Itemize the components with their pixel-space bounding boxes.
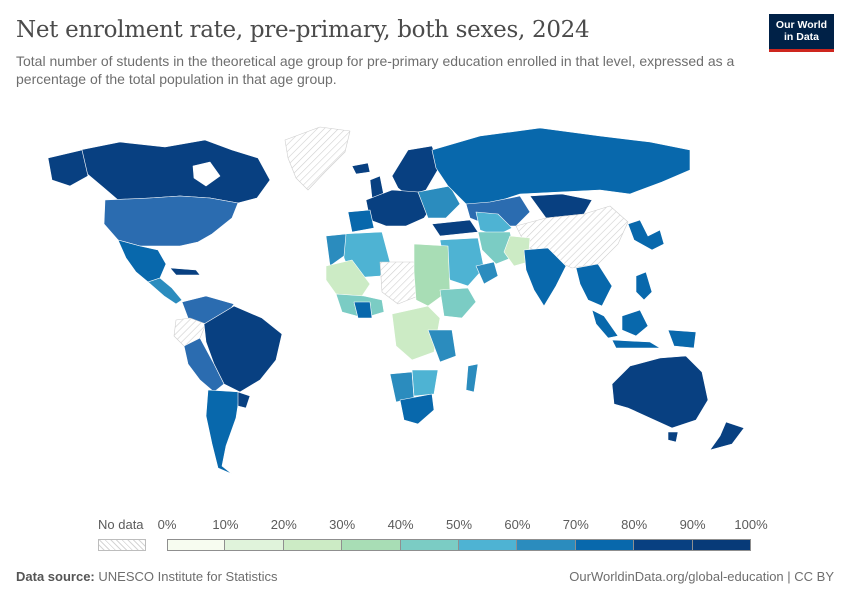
central-africa[interactable]	[391, 305, 441, 361]
data-source-value: UNESCO Institute for Statistics	[98, 569, 278, 584]
alaska[interactable]	[47, 149, 89, 187]
chart-subtitle: Total number of students in the theoreti…	[16, 53, 735, 87]
oman-uae[interactable]	[475, 261, 499, 285]
legend-tick-label: 60%	[504, 517, 531, 532]
russia[interactable]	[431, 127, 691, 205]
uruguay[interactable]	[237, 391, 251, 409]
legend-tick-label: 100%	[734, 517, 768, 532]
legend-bin-8[interactable]	[634, 539, 693, 551]
turkey[interactable]	[431, 219, 479, 237]
legend-tick-label: 10%	[212, 517, 239, 532]
tasmania[interactable]	[667, 431, 679, 443]
south-africa[interactable]	[399, 393, 435, 425]
legend-bin-3[interactable]	[342, 539, 401, 551]
legend-bin-4[interactable]	[400, 539, 459, 551]
australia[interactable]	[611, 355, 709, 429]
eastern-europe[interactable]	[417, 185, 461, 219]
morocco[interactable]	[325, 233, 347, 267]
iceland[interactable]	[351, 162, 371, 175]
madagascar[interactable]	[465, 363, 479, 393]
indonesia[interactable]	[621, 309, 649, 337]
ethiopia-horn[interactable]	[439, 287, 477, 319]
logo-line-1: Our World	[775, 19, 828, 31]
logo-line-2: in Data	[783, 31, 819, 43]
legend-tick-label: 70%	[562, 517, 589, 532]
new-zealand[interactable]	[709, 421, 745, 451]
legend-tick-label: 50%	[445, 517, 473, 532]
legend-bin-1[interactable]	[225, 539, 284, 551]
source-url[interactable]: OurWorldinData.org/global-education | CC…	[569, 569, 834, 584]
hudson-bay	[192, 161, 221, 187]
new-guinea[interactable]	[667, 329, 697, 349]
owid-logo[interactable]: Our World in Data	[769, 14, 834, 52]
western-europe[interactable]	[365, 189, 435, 227]
legend-tick-label: 30%	[329, 517, 356, 532]
sumatra[interactable]	[591, 309, 619, 339]
legend-tick-label: 80%	[621, 517, 648, 532]
world-map[interactable]	[0, 100, 850, 505]
data-source: Data source: UNESCO Institute for Statis…	[16, 569, 278, 584]
cuba[interactable]	[169, 267, 201, 276]
legend-tick-label: 20%	[270, 517, 297, 532]
mexico[interactable]	[117, 239, 167, 283]
iberia[interactable]	[347, 209, 375, 233]
no-data-swatch[interactable]	[98, 539, 146, 551]
southern-africa-west[interactable]	[389, 371, 415, 403]
brazil[interactable]	[203, 305, 283, 393]
argentina-chile[interactable]	[205, 389, 241, 475]
afghanistan-pakistan[interactable]	[503, 235, 531, 267]
mongolia[interactable]	[529, 193, 593, 219]
korea-japan[interactable]	[627, 219, 665, 251]
legend-bin-9[interactable]	[692, 539, 751, 551]
legend-bin-7[interactable]	[575, 539, 635, 551]
java[interactable]	[611, 339, 661, 349]
southern-africa-east[interactable]	[411, 369, 439, 397]
legend-bin-6[interactable]	[517, 539, 576, 551]
central-america[interactable]	[147, 277, 183, 305]
peru-bolivia[interactable]	[183, 337, 225, 393]
united-states[interactable]	[103, 195, 239, 247]
scandinavia[interactable]	[391, 145, 441, 197]
canada[interactable]	[69, 139, 271, 204]
southeast-asia[interactable]	[575, 263, 613, 307]
legend-tick-label: 40%	[387, 517, 414, 532]
ghana-nigeria[interactable]	[353, 301, 373, 319]
legend-bin-0[interactable]	[167, 539, 226, 551]
philippines[interactable]	[635, 271, 653, 301]
no-data-label: No data	[98, 517, 144, 532]
legend-tick-label: 0%	[157, 517, 177, 532]
legend-tick-label: 90%	[679, 517, 706, 532]
india[interactable]	[523, 247, 567, 307]
legend-bin-2[interactable]	[283, 539, 343, 551]
data-source-label: Data source:	[16, 569, 95, 584]
east-africa[interactable]	[427, 329, 457, 363]
greenland[interactable]	[284, 126, 351, 191]
niger-chad[interactable]	[379, 261, 419, 305]
color-legend: No data 0% 10% 20% 30% 40% 50% 60% 70% 80% 90% 100…	[0, 512, 850, 556]
chart-title: Net enrolment rate, pre-primary, both se…	[16, 17, 590, 43]
legend-bin-5[interactable]	[459, 539, 518, 551]
